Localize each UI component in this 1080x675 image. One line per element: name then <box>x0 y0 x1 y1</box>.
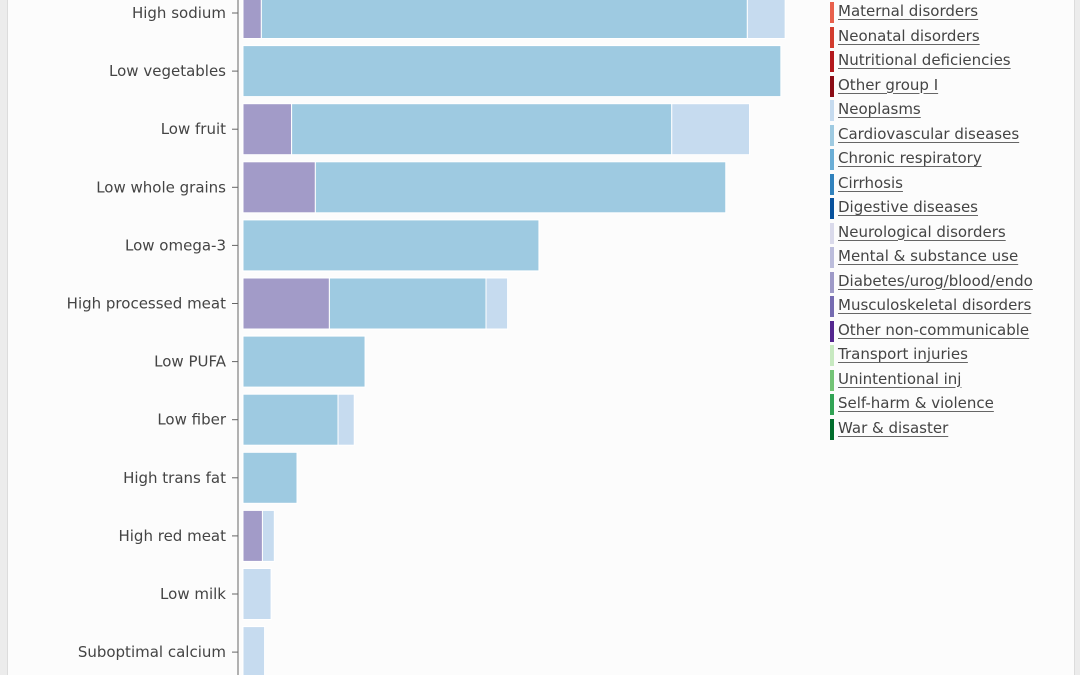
legend-label: Other non-communicable <box>838 320 1030 339</box>
bar-segment <box>746 0 786 39</box>
chart-panel: High sodium Low vegetables Low fruit Low wh… <box>7 0 1075 675</box>
legend-item[interactable]: War & disaster <box>830 418 1033 443</box>
category-label: High red meat <box>118 527 226 545</box>
bar-segment <box>485 277 509 330</box>
legend-swatch <box>830 100 834 121</box>
category-label: Low vegetables <box>109 62 226 80</box>
legend: Maternal disorders Neonatal disorders Nutr… <box>830 1 1033 442</box>
bar-segment <box>242 0 262 39</box>
legend-label: Cirrhosis <box>838 173 903 192</box>
legend-label: Chronic respiratory <box>838 149 982 167</box>
legend-label: Diabetes/urog/blood/endo <box>838 271 1033 290</box>
legend-swatch <box>830 247 834 268</box>
bar-segment <box>671 103 751 156</box>
category-label: High trans fat <box>123 469 226 487</box>
legend-label: Cardiovascular diseases <box>838 124 1020 143</box>
legend-swatch <box>830 345 834 366</box>
legend-item[interactable]: Nutritional deficiencies <box>830 50 1033 75</box>
legend-label: Musculoskeletal disorders <box>838 296 1032 314</box>
bar-segment <box>291 103 673 156</box>
legend-swatch <box>830 26 834 48</box>
bar-segment <box>337 393 355 446</box>
legend-item[interactable]: Chronic respiratory <box>830 148 1033 173</box>
legend-item[interactable]: Musculoskeletal disorders <box>830 295 1033 320</box>
legend-swatch <box>830 369 834 391</box>
legend-swatch <box>830 296 834 317</box>
bar-chart: High sodium Low vegetables Low fruit Low wh… <box>67 0 786 675</box>
legend-item[interactable]: Other group I <box>830 75 1033 100</box>
bar-segment <box>260 0 748 39</box>
bar-segment <box>242 277 330 330</box>
legend-label: Nutritional deficiencies <box>838 51 1011 69</box>
legend-label: Self-harm & violence <box>838 394 994 412</box>
legend-item[interactable]: Neoplasms <box>830 99 1033 124</box>
legend-swatch <box>830 198 834 219</box>
bar-segment <box>261 509 275 562</box>
category-label: High processed meat <box>67 295 226 313</box>
legend-swatch <box>830 271 834 293</box>
bar-segment <box>242 451 298 504</box>
category-label: Low fiber <box>157 411 227 429</box>
legend-label: Neoplasms <box>838 100 921 118</box>
legend-swatch <box>830 51 834 72</box>
bar-segment <box>242 45 782 98</box>
category-label: Low omega-3 <box>125 236 226 254</box>
bar-segment <box>242 568 272 620</box>
bar-segment <box>328 277 487 330</box>
legend-item[interactable]: Digestive diseases <box>830 197 1033 222</box>
legend-item[interactable]: Self-harm & violence <box>830 393 1033 418</box>
legend-label: Other group I <box>838 75 939 94</box>
legend-swatch <box>830 124 834 146</box>
legend-swatch <box>830 149 834 170</box>
legend-item[interactable]: Unintentional inj <box>830 369 1033 394</box>
bar-segment <box>242 103 293 156</box>
bar-segment <box>242 335 366 388</box>
legend-label: Neonatal disorders <box>838 26 980 45</box>
legend-item[interactable]: Cardiovascular diseases <box>830 124 1033 149</box>
legend-label: War & disaster <box>838 418 949 437</box>
legend-item[interactable]: Maternal disorders <box>830 1 1033 26</box>
bar-segment <box>242 509 263 562</box>
category-label: Low PUFA <box>154 353 227 371</box>
bar-segment <box>242 393 339 446</box>
bar-segment <box>242 626 266 675</box>
legend-item[interactable]: Mental & substance use <box>830 246 1033 271</box>
legend-item[interactable]: Other non-communicable <box>830 320 1033 345</box>
legend-label: Maternal disorders <box>838 2 979 20</box>
bar-segment <box>242 219 540 272</box>
category-label: Low fruit <box>161 120 226 138</box>
legend-item[interactable]: Neurological disorders <box>830 222 1033 247</box>
category-label: High sodium <box>132 4 226 22</box>
legend-swatch <box>830 173 834 195</box>
legend-label: Digestive diseases <box>838 198 978 216</box>
category-label: Low milk <box>160 585 226 603</box>
legend-swatch <box>830 394 834 415</box>
bar-segment <box>314 161 727 214</box>
legend-item[interactable]: Neonatal disorders <box>830 26 1033 51</box>
legend-label: Mental & substance use <box>838 247 1019 265</box>
legend-swatch <box>830 320 834 342</box>
legend-swatch <box>830 2 834 23</box>
category-label: Suboptimal calcium <box>78 643 226 661</box>
legend-label: Transport injuries <box>838 345 968 363</box>
legend-label: Unintentional inj <box>838 369 962 388</box>
legend-swatch <box>830 418 834 440</box>
legend-item[interactable]: Diabetes/urog/blood/endo <box>830 271 1033 296</box>
legend-item[interactable]: Cirrhosis <box>830 173 1033 198</box>
legend-swatch <box>830 222 834 244</box>
legend-label: Neurological disorders <box>838 222 1006 241</box>
bar-segment <box>242 161 316 214</box>
category-label: Low whole grains <box>96 178 226 196</box>
legend-swatch <box>830 75 834 97</box>
legend-item[interactable]: Transport injuries <box>830 344 1033 369</box>
